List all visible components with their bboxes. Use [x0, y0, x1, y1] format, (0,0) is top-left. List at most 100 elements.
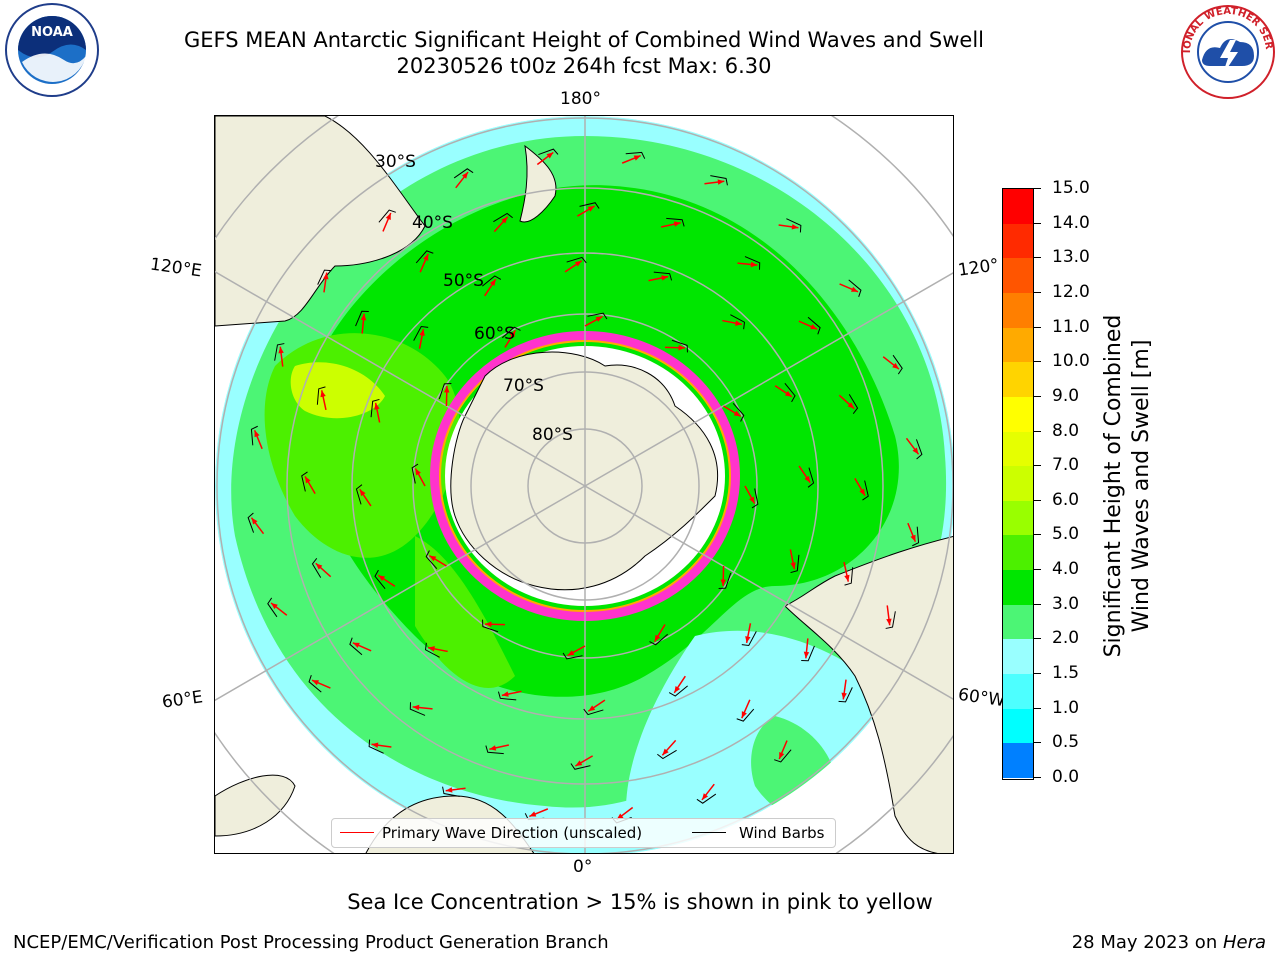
sea-ice-note: Sea Ice Concentration > 15% is shown in …	[347, 890, 933, 914]
colorbar-tick-label: 4.0	[1052, 559, 1080, 580]
colorbar-tick-label: 3.0	[1052, 593, 1080, 614]
wave-arrow-head	[444, 386, 450, 393]
wave-arrow-head	[428, 646, 435, 652]
wave-arrow-head	[912, 447, 919, 455]
wind-barb	[844, 567, 854, 586]
wind-barb	[653, 271, 673, 281]
lon-label-120w: 120°	[956, 255, 1001, 281]
colorbar-tick-mark	[1034, 257, 1041, 259]
wind-barb	[784, 383, 796, 403]
wave-arrow-head	[749, 496, 755, 504]
wave-arrow-head	[445, 787, 453, 793]
wave-arrow-head	[791, 224, 799, 230]
wave-arrow-head	[385, 212, 391, 220]
wind-barb	[657, 749, 677, 760]
colorbar-tick-label: 15.0	[1052, 178, 1090, 198]
colorbar-tick-mark	[1034, 499, 1041, 501]
wave-arrow-head	[588, 705, 596, 712]
colorbar-tick-label: 0.0	[1052, 767, 1080, 787]
colorbar-segment	[1003, 604, 1033, 640]
colorbar-tick-label: 9.0	[1052, 385, 1080, 406]
colorbar-segment	[1003, 708, 1033, 744]
wind-barb	[736, 708, 755, 722]
wave-arrow-head	[733, 410, 741, 417]
wave-arrow-head	[575, 760, 583, 766]
wind-barb	[497, 691, 517, 701]
wave-arrow-head	[489, 279, 496, 287]
lon-label-180: 180°	[560, 89, 601, 109]
lon-label-60w: 60°W	[956, 684, 1007, 712]
colorbar-tick-label: 13.0	[1052, 247, 1090, 268]
graticule	[215, 116, 953, 853]
wind-barbs	[247, 148, 923, 824]
colorbar-tick-label: 6.0	[1052, 489, 1080, 510]
colorbar-tick-mark	[1034, 430, 1041, 432]
wave-arrow-head	[673, 221, 681, 227]
wind-barb	[301, 471, 308, 492]
colorbar-tick-label: 7.0	[1052, 455, 1080, 476]
wind-barb	[378, 209, 396, 223]
wind-barb	[774, 749, 792, 763]
wave-arrow-head	[251, 517, 258, 525]
wind-barb	[915, 439, 923, 460]
wind-barb	[751, 488, 759, 509]
wind-barb	[374, 569, 386, 589]
colorbar-tick-label: 5.0	[1052, 524, 1080, 545]
madagascar-land	[215, 774, 296, 837]
lat-label-80s: 80°S	[532, 425, 573, 445]
wind-barb	[885, 611, 896, 629]
wind-barb	[501, 326, 521, 339]
wind-barb	[671, 339, 688, 353]
wind-barb	[368, 739, 384, 754]
wave-arrow-head	[779, 752, 785, 760]
new-zealand-land	[519, 144, 557, 223]
credit-host: Hera	[1222, 932, 1266, 953]
colorbar-label-line1: Significant Height of Combined	[1101, 314, 1126, 658]
colorbar-segment	[1003, 466, 1033, 502]
wave-arrow-head	[587, 206, 595, 212]
wave-arrow-head	[415, 468, 421, 476]
wave-arrow-head	[750, 261, 758, 268]
wave-arrow-head	[419, 329, 425, 336]
wave-arrow-head	[271, 602, 278, 610]
wave-arrow-head	[841, 692, 847, 700]
wave-arrow-head	[412, 704, 420, 711]
wave-arrow-head	[546, 152, 554, 159]
wave-arrow-head	[892, 362, 899, 370]
colorbar-segment	[1003, 223, 1033, 259]
colorbar-tick-mark	[1034, 673, 1041, 675]
wave-arrow-head	[352, 642, 360, 648]
wind-barb	[668, 685, 688, 697]
colorbar-segment	[1003, 743, 1033, 779]
lon-label-60e: 60°E	[160, 687, 205, 713]
wind-barb	[267, 597, 278, 618]
wind-barb	[424, 642, 440, 658]
wind-barb	[710, 175, 728, 186]
colorbar-tick-label: 11.0	[1052, 316, 1090, 337]
wave-arrow-head	[701, 793, 709, 800]
wave-arrow-head	[359, 489, 366, 497]
colorbar-segment	[1003, 362, 1033, 398]
colorbar-tick-mark	[1034, 222, 1041, 224]
wind-barb	[744, 256, 761, 270]
wind-barb	[838, 687, 853, 703]
wind-barb	[848, 394, 859, 414]
credit-right: 28 May 2023 on Hera	[1072, 932, 1266, 953]
wave-arrow-head	[784, 390, 792, 397]
wave-arrow-head	[489, 745, 497, 751]
wind-barb	[442, 786, 460, 797]
wind-barb	[790, 554, 800, 574]
lat-label-60s: 60°S	[474, 324, 515, 344]
wave-arrow-head	[320, 390, 326, 398]
wave-arrow-head	[461, 172, 469, 179]
wind-barb	[862, 480, 869, 501]
wind-barb	[411, 463, 419, 484]
map-legend: Primary Wave Direction (unscaled) Wind B…	[331, 818, 836, 848]
wave-arrow-head	[886, 618, 892, 626]
colorbar-tick-mark	[1034, 465, 1041, 467]
wind-barb	[807, 467, 815, 488]
wave-arrow-head	[315, 563, 323, 570]
credit-date: 28 May 2023 on	[1071, 932, 1223, 953]
wave-arrow-head	[851, 286, 859, 292]
wind-barb	[311, 558, 322, 578]
